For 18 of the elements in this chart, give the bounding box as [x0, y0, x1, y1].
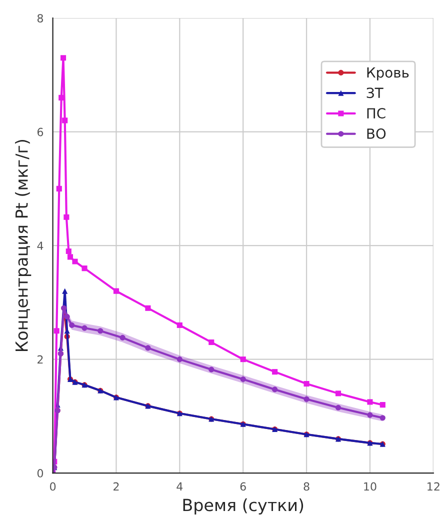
- y-tick-label: 6: [37, 128, 44, 136]
- y-tick-label: 4: [37, 242, 44, 250]
- y-tick-label: 0: [37, 469, 44, 478]
- x-tick-label: 2: [114, 482, 119, 491]
- x-tick-label: 6: [240, 482, 246, 491]
- x-tick-label: 0: [50, 482, 56, 491]
- legend-label: Кровь: [367, 67, 409, 80]
- legend-label: ПС: [367, 108, 386, 119]
- x-tick-label: 12: [428, 482, 440, 491]
- legend-label: ЗТ: [366, 88, 384, 98]
- x-axis-title: Время (сутки): [183, 498, 304, 515]
- x-tick-label: 4: [176, 482, 183, 491]
- y-tick-label: 8: [37, 14, 44, 22]
- x-tick-label: 10: [364, 482, 376, 491]
- y-tick-label: 2: [38, 355, 43, 364]
- x-tick-label: 8: [304, 482, 310, 491]
- y-axis-title: Концентрация Pt (мкг/г): [15, 140, 32, 351]
- legend-label: ВО: [367, 128, 386, 139]
